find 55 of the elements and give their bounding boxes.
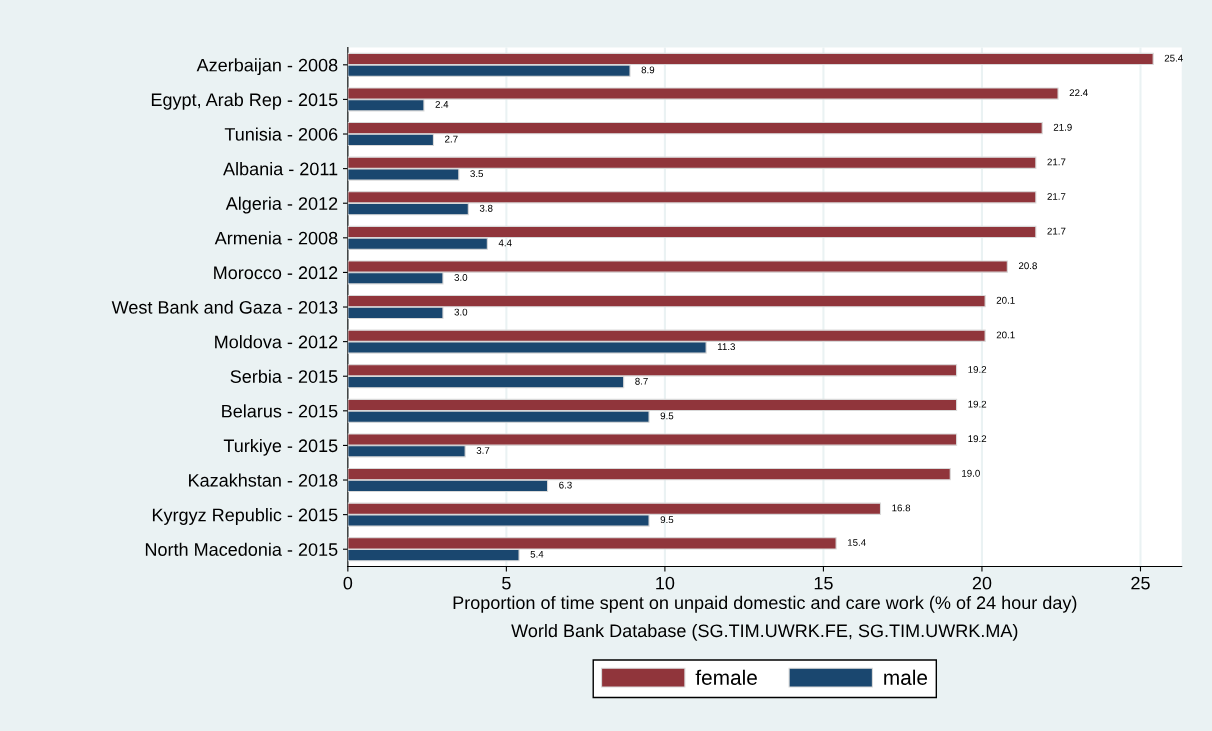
data-label: 20.1	[996, 296, 1015, 304]
data-label: 21.7	[1047, 158, 1066, 166]
data-label: 16.8	[892, 504, 911, 512]
data-label: 9.5	[660, 516, 674, 524]
y-tick-label: Egypt, Arab Rep - 2015	[151, 92, 338, 110]
data-label: 8.7	[635, 377, 648, 385]
x-tick-label: 0	[343, 576, 353, 590]
x-axis-title: Proportion of time spent on unpaid domestic and care work (% of 24 hour day)	[453, 595, 1077, 613]
data-label: 11.3	[717, 343, 736, 351]
data-label: 2.7	[445, 135, 458, 143]
y-tick-label: Algeria - 2012	[225, 196, 338, 214]
x-tick-label: 10	[656, 576, 675, 590]
legend-label: female	[695, 669, 757, 685]
data-label: 25.4	[1164, 54, 1183, 62]
data-label: 22.4	[1069, 89, 1088, 97]
data-label: 3.5	[470, 170, 484, 178]
y-tick-label: Azerbaijan - 2008	[196, 58, 338, 76]
data-label: 4.4	[498, 239, 512, 247]
y-tick-label: Albania - 2011	[223, 162, 338, 176]
data-label: 19.0	[962, 469, 980, 477]
data-label: 8.9	[641, 66, 655, 74]
data-label: 9.5	[660, 412, 674, 420]
data-label: 19.2	[968, 400, 987, 408]
data-label: 19.2	[968, 366, 987, 373]
x-tick-label: 20	[972, 576, 992, 590]
data-label: 19.2	[968, 435, 987, 443]
y-tick-label: Kazakhstan - 2018	[189, 473, 338, 487]
y-tick-label: Kyrgyz Republic - 2015	[152, 508, 338, 525]
data-label: 5.4	[530, 550, 544, 558]
legend-label: male	[884, 669, 928, 685]
y-tick-label: Serbia - 2015	[230, 369, 338, 383]
data-label: 21.7	[1047, 227, 1066, 235]
data-label: 20.1	[996, 331, 1015, 339]
data-label: 21.7	[1047, 193, 1066, 200]
data-label: 6.3	[559, 481, 572, 489]
data-label: 3.8	[479, 204, 493, 212]
y-tick-label: Turkiye - 2015	[223, 438, 338, 456]
y-tick-label: Moldova - 2012	[215, 335, 338, 349]
y-tick-label: Belarus - 2015	[222, 404, 338, 418]
data-label: 2.4	[435, 101, 449, 108]
x-tick-label: 15	[814, 576, 833, 590]
x-tick-label: 5	[502, 576, 511, 590]
data-label: 3.0	[454, 274, 468, 281]
text: World Bank Database (SG.TIM.UWRK.FE, SG.TIM.UWRK.MA)	[511, 623, 1018, 641]
data-label: 20.8	[1018, 262, 1037, 270]
y-tick-label: Morocco - 2012	[214, 266, 338, 280]
y-tick-label: North Macedonia - 2015	[145, 542, 338, 556]
y-tick-label: Tunisia - 2006	[224, 127, 338, 141]
data-label: 21.9	[1053, 123, 1072, 131]
y-tick-label: Armenia - 2008	[214, 231, 338, 245]
data-label: 15.4	[847, 539, 866, 546]
x-tick-label: 25	[1131, 576, 1150, 590]
data-label: 3.7	[476, 447, 490, 454]
data-label: 3.0	[454, 308, 468, 316]
y-tick-label: West Bank and Gaza - 2013	[111, 300, 338, 314]
